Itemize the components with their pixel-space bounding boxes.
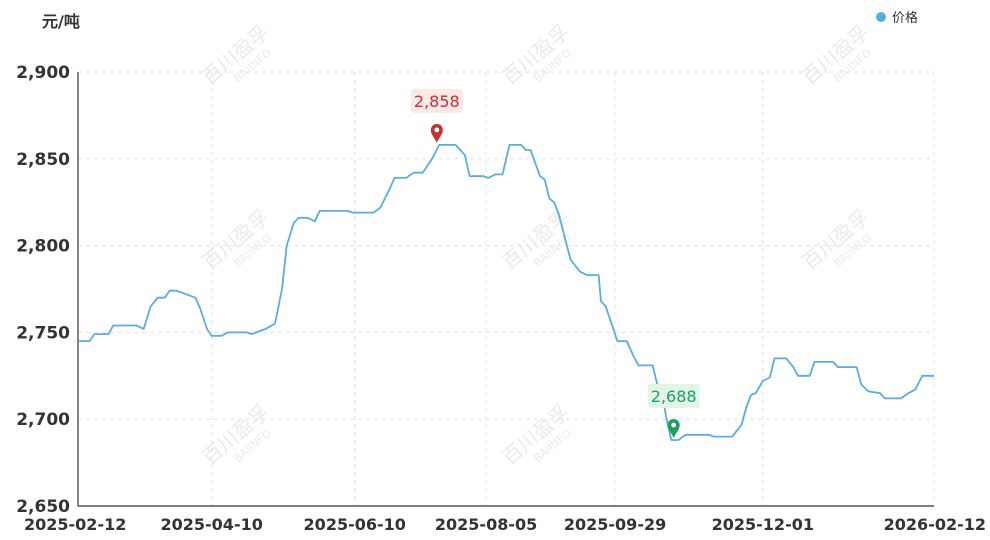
min-value-label: 2,688 — [651, 387, 697, 406]
max-marker: 2,858 — [410, 88, 463, 143]
y-tick-label: 2,750 — [16, 323, 70, 343]
map-pin-icon — [430, 123, 443, 143]
x-tick-label: 2026-02-12 — [884, 515, 986, 534]
min-label-bg — [647, 384, 700, 409]
extremum-markers: 2,858 2,688 — [410, 88, 700, 439]
min-marker: 2,688 — [647, 384, 700, 439]
price-series-line[interactable] — [78, 144, 934, 441]
x-tick-label: 2025-04-10 — [161, 515, 263, 534]
x-axis-ticks: 2025-02-12 2025-04-10 2025-06-10 2025-08-05… — [24, 515, 986, 534]
max-value-label: 2,858 — [414, 92, 460, 111]
map-pin-dot — [671, 422, 677, 428]
map-pin-dot — [434, 127, 440, 133]
legend-dot-icon — [876, 11, 886, 22]
y-tick-label: 2,700 — [16, 410, 70, 430]
max-label-bg — [410, 88, 463, 113]
grid-lines — [78, 71, 935, 506]
x-tick-label: 2025-12-01 — [712, 515, 814, 534]
x-tick-label: 2025-08-05 — [435, 515, 537, 534]
y-tick-label: 2,800 — [16, 237, 70, 257]
y-tick-label: 2,650 — [16, 497, 70, 517]
x-tick-label: 2025-02-12 — [24, 515, 126, 534]
map-pin-icon — [667, 419, 680, 439]
axes — [77, 72, 934, 507]
x-tick-label: 2025-06-10 — [304, 515, 406, 534]
y-tick-label: 2,900 — [16, 63, 70, 83]
y-axis-unit-label: 元/吨 — [42, 12, 80, 31]
x-tick-label: 2025-09-29 — [564, 515, 666, 534]
legend[interactable]: 价格 — [876, 7, 918, 26]
y-axis-ticks: 2,650 2,700 2,750 2,800 2,850 2,900 — [16, 63, 70, 517]
y-tick-label: 2,850 — [16, 150, 70, 170]
legend-label-price: 价格 — [892, 11, 919, 26]
